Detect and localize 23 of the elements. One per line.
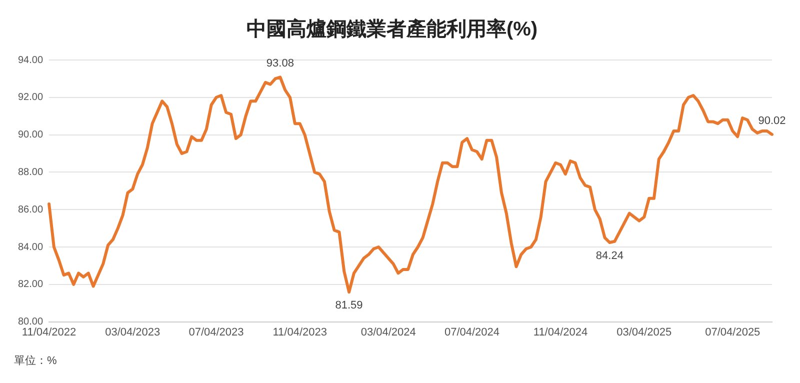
data-label: 84.24	[596, 250, 624, 262]
x-tick-label: 07/04/2023	[188, 326, 244, 338]
x-tick-label: 07/04/2025	[705, 326, 760, 338]
x-tick-label: 03/04/2025	[616, 326, 672, 338]
data-label: 93.08	[266, 58, 294, 70]
y-tick-label: 82.00	[18, 279, 44, 290]
y-tick-label: 88.00	[18, 166, 44, 178]
x-tick-label: 11/04/2023	[272, 326, 327, 338]
y-tick-label: 84.00	[18, 242, 44, 253]
chart-title: 中國高爐鋼鐵業者產能利用率(%)	[246, 18, 538, 41]
x-tick-label: 07/04/2024	[444, 326, 500, 338]
y-tick-label: 90.00	[18, 130, 44, 141]
x-tick-label: 03/04/2023	[105, 326, 160, 338]
x-tick-label: 11/04/2024	[533, 326, 588, 338]
x-tick-label: 11/04/2022	[22, 326, 76, 338]
y-tick-label: 94.00	[18, 54, 44, 66]
data-label: 81.59	[335, 300, 363, 312]
y-tick-label: 86.00	[18, 204, 44, 216]
x-tick-label: 03/04/2024	[360, 326, 416, 338]
y-tick-label: 92.00	[18, 92, 44, 104]
text: 單位：%	[13, 354, 58, 368]
data-label: 90.02	[758, 114, 786, 127]
y-tick-label: 80.00	[18, 316, 44, 328]
